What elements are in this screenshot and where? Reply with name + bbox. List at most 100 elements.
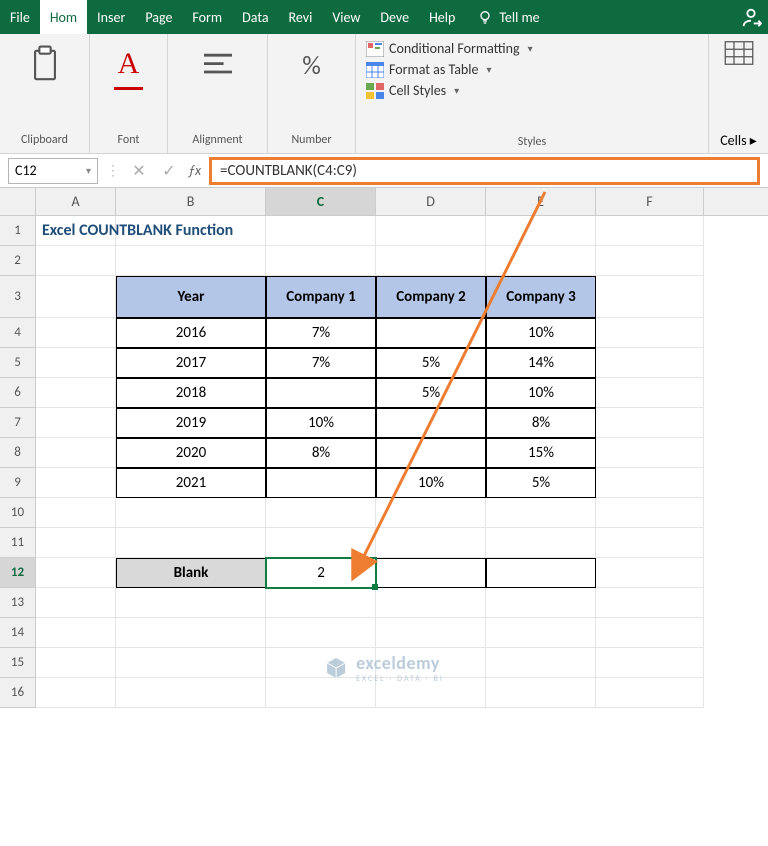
cell-B10[interactable]: [116, 498, 266, 528]
cell-A5[interactable]: [36, 348, 116, 378]
cell-B16[interactable]: [116, 678, 266, 708]
cell-B2[interactable]: [116, 246, 266, 276]
cell-B5[interactable]: 2017: [116, 348, 266, 378]
cell-C8[interactable]: 8%: [266, 438, 376, 468]
cell-F2[interactable]: [596, 246, 704, 276]
format-as-table-button[interactable]: Format as Table: [366, 61, 533, 78]
cell-D8[interactable]: [376, 438, 486, 468]
cell-F5[interactable]: [596, 348, 704, 378]
cell-E4[interactable]: 10%: [486, 318, 596, 348]
cell-styles-button[interactable]: Cell Styles: [366, 82, 533, 99]
cell-B12[interactable]: Blank: [116, 558, 266, 588]
cell-A2[interactable]: [36, 246, 116, 276]
conditional-formatting-button[interactable]: Conditional Formatting: [366, 40, 533, 57]
cell-C6[interactable]: [266, 378, 376, 408]
cell-F15[interactable]: [596, 648, 704, 678]
cells-icon[interactable]: [724, 40, 754, 66]
cell-E6[interactable]: 10%: [486, 378, 596, 408]
cell-B4[interactable]: 2016: [116, 318, 266, 348]
cell-C1[interactable]: [266, 216, 376, 246]
cell-A14[interactable]: [36, 618, 116, 648]
cell-F3[interactable]: [596, 276, 704, 318]
row-header-4[interactable]: 4: [0, 318, 36, 348]
cell-C11[interactable]: [266, 528, 376, 558]
cell-D7[interactable]: [376, 408, 486, 438]
cell-F16[interactable]: [596, 678, 704, 708]
cell-D3[interactable]: Company 2: [376, 276, 486, 318]
cell-A3[interactable]: [36, 276, 116, 318]
cell-F12[interactable]: [596, 558, 704, 588]
cancel-button[interactable]: ✕: [128, 161, 150, 181]
cell-D5[interactable]: 5%: [376, 348, 486, 378]
cell-E5[interactable]: 14%: [486, 348, 596, 378]
cell-A16[interactable]: [36, 678, 116, 708]
row-header-11[interactable]: 11: [0, 528, 36, 558]
cell-E9[interactable]: 5%: [486, 468, 596, 498]
cell-F1[interactable]: [596, 216, 704, 246]
cell-E7[interactable]: 8%: [486, 408, 596, 438]
cell-D10[interactable]: [376, 498, 486, 528]
column-header-B[interactable]: B: [116, 188, 266, 215]
cell-F9[interactable]: [596, 468, 704, 498]
cell-C2[interactable]: [266, 246, 376, 276]
cell-A4[interactable]: [36, 318, 116, 348]
formula-input[interactable]: =COUNTBLANK(C4:C9): [209, 157, 760, 185]
name-box[interactable]: C12: [8, 158, 98, 184]
cell-B7[interactable]: 2019: [116, 408, 266, 438]
clipboard-icon[interactable]: [28, 40, 62, 90]
tab-view[interactable]: View: [322, 0, 370, 34]
cell-E8[interactable]: 15%: [486, 438, 596, 468]
column-header-D[interactable]: D: [376, 188, 486, 215]
cell-B14[interactable]: [116, 618, 266, 648]
cell-F4[interactable]: [596, 318, 704, 348]
cell-C3[interactable]: Company 1: [266, 276, 376, 318]
cell-B9[interactable]: 2021: [116, 468, 266, 498]
cell-C12[interactable]: 2: [266, 558, 376, 588]
cell-D4[interactable]: [376, 318, 486, 348]
cell-A10[interactable]: [36, 498, 116, 528]
cell-E2[interactable]: [486, 246, 596, 276]
cell-C9[interactable]: [266, 468, 376, 498]
column-header-C[interactable]: C: [266, 188, 376, 215]
cell-D13[interactable]: [376, 588, 486, 618]
fx-icon[interactable]: ƒx: [188, 162, 201, 179]
tab-data[interactable]: Data: [232, 0, 278, 34]
cell-E12[interactable]: [486, 558, 596, 588]
share-button[interactable]: [734, 0, 768, 34]
cell-D6[interactable]: 5%: [376, 378, 486, 408]
alignment-icon[interactable]: [201, 40, 235, 90]
cell-C5[interactable]: 7%: [266, 348, 376, 378]
row-header-12[interactable]: 12: [0, 558, 36, 588]
font-icon[interactable]: A: [114, 40, 144, 90]
cell-A9[interactable]: [36, 468, 116, 498]
cell-E3[interactable]: Company 3: [486, 276, 596, 318]
select-all-corner[interactable]: [0, 188, 36, 215]
cell-F7[interactable]: [596, 408, 704, 438]
row-header-9[interactable]: 9: [0, 468, 36, 498]
cell-C13[interactable]: [266, 588, 376, 618]
cell-A13[interactable]: [36, 588, 116, 618]
cell-E10[interactable]: [486, 498, 596, 528]
cell-E1[interactable]: [486, 216, 596, 246]
cell-D11[interactable]: [376, 528, 486, 558]
tab-file[interactable]: File: [0, 0, 40, 34]
cell-C10[interactable]: [266, 498, 376, 528]
row-header-1[interactable]: 1: [0, 216, 36, 246]
enter-button[interactable]: ✓: [158, 161, 180, 181]
row-header-8[interactable]: 8: [0, 438, 36, 468]
tab-developer[interactable]: Deve: [370, 0, 419, 34]
cell-F8[interactable]: [596, 438, 704, 468]
column-header-E[interactable]: E: [486, 188, 596, 215]
column-header-A[interactable]: A: [36, 188, 116, 215]
row-header-3[interactable]: 3: [0, 276, 36, 318]
tell-me-search[interactable]: Tell me: [465, 0, 734, 34]
cell-D2[interactable]: [376, 246, 486, 276]
cell-F11[interactable]: [596, 528, 704, 558]
cell-D1[interactable]: [376, 216, 486, 246]
cell-F13[interactable]: [596, 588, 704, 618]
cell-D14[interactable]: [376, 618, 486, 648]
row-header-13[interactable]: 13: [0, 588, 36, 618]
cell-A6[interactable]: [36, 378, 116, 408]
cell-B15[interactable]: [116, 648, 266, 678]
tab-formulas[interactable]: Form: [182, 0, 232, 34]
